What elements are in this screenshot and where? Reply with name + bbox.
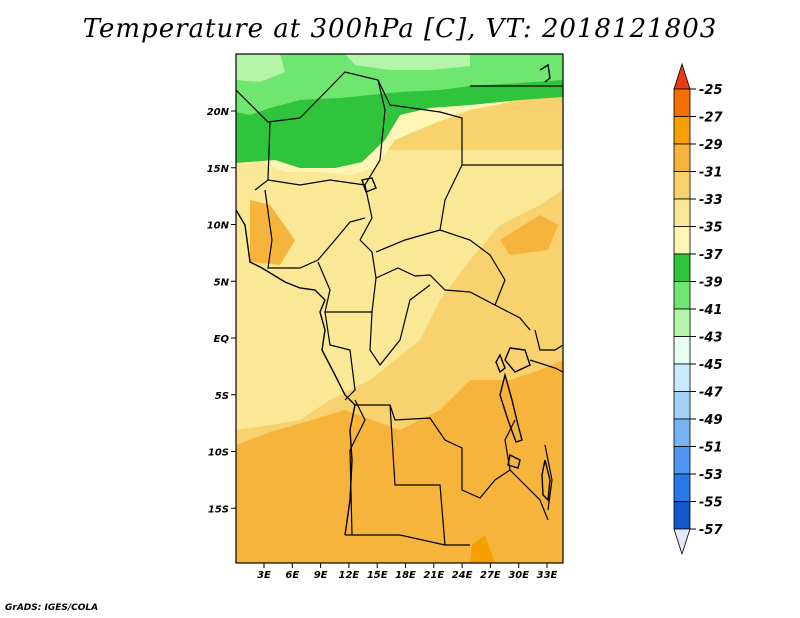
- colorbar: -25 -27 -29 -31 -33 -35 -37 -39 -41 -43 -45 -47 -49 -…: [673, 62, 723, 556]
- colorbar-box: [673, 308, 691, 337]
- border-cameroon: [317, 239, 377, 313]
- colorbar-box: [673, 336, 691, 365]
- credit-text: GrADS: IGES/COLA: [5, 603, 99, 613]
- colorbar-box: [673, 446, 691, 475]
- colorbar-box: [673, 363, 691, 392]
- colorbar-box: [673, 88, 691, 117]
- shade-patch-41-west: [236, 54, 285, 82]
- colorbar-box: [673, 418, 691, 447]
- colorbar-bottom-triangle: [673, 528, 691, 556]
- lon-tick-label: 15E: [367, 570, 388, 581]
- colorbar-label: -25: [699, 83, 723, 98]
- lon-tick-label: 27E: [480, 570, 501, 581]
- lat-tick-label: 15S: [208, 504, 229, 515]
- coastline: [236, 63, 551, 536]
- border-congo-drc: [369, 284, 431, 367]
- shade-band-33: [236, 150, 563, 430]
- lon-tick-label: 30E: [508, 570, 529, 581]
- temperature-field: [236, 54, 563, 563]
- border-uganda-kenya: [534, 329, 563, 351]
- lon-tick-label: 6E: [285, 570, 299, 581]
- lake-mweru: [507, 453, 521, 469]
- lat-tick-label: 15N: [207, 164, 230, 175]
- colorbar-label: -27: [699, 111, 723, 126]
- lat-tick-label: 10S: [208, 448, 229, 459]
- colorbar-box: [673, 171, 691, 200]
- colorbar-label: -43: [699, 331, 723, 346]
- lon-tick-label: 3E: [257, 570, 271, 581]
- border-tanzania: [529, 359, 563, 373]
- shade-patch-27: [470, 535, 495, 563]
- colorbar-label: -33: [699, 193, 723, 208]
- border-gabon-congo: [324, 311, 356, 401]
- border-libya-chad: [299, 71, 463, 231]
- lon-tick-label: 21E: [423, 570, 444, 581]
- lon-tick-label: 9E: [314, 570, 328, 581]
- shade-patch-29-east: [500, 215, 558, 255]
- longitude-axis: 3E 6E 9E 12E 15E 18E 21E 24E 27E 30E 33E: [257, 563, 558, 581]
- colorbar-label: -47: [699, 386, 723, 401]
- border-angola-namibia: [345, 534, 446, 546]
- colorbar-top-triangle: [673, 62, 691, 90]
- latitude-axis: 20N 15N 10N 5N EQ 5S 10S 15S: [207, 107, 236, 515]
- coast-west-africa: [236, 209, 356, 536]
- colorbar-label: -37: [699, 248, 723, 263]
- shade-patch-41-center: [345, 54, 470, 70]
- shade-patch-29-west: [250, 200, 295, 265]
- colorbar-label: -39: [699, 276, 723, 291]
- colorbar-label: -51: [699, 441, 723, 456]
- lon-tick-label: 24E: [452, 570, 473, 581]
- colorbar-label: -31: [699, 166, 723, 181]
- colorbar-box: [673, 253, 691, 282]
- colorbar-label: -55: [699, 496, 723, 511]
- lat-tick-label: 20N: [207, 107, 230, 118]
- colorbar-label: -49: [699, 413, 723, 428]
- colorbar-box: [673, 116, 691, 145]
- country-borders: [236, 71, 563, 546]
- colorbar-label: -53: [699, 468, 723, 483]
- lake-kivu: [495, 353, 506, 374]
- lon-tick-label: 12E: [339, 570, 360, 581]
- lake-malawi: [541, 459, 551, 502]
- colorbar-box: [673, 281, 691, 310]
- border-nigeria: [264, 189, 366, 269]
- lat-tick-label: EQ: [214, 334, 230, 345]
- colorbar-label: -57: [699, 523, 723, 538]
- lat-tick-label: 10N: [207, 221, 230, 232]
- colorbar-label: -29: [699, 138, 723, 153]
- colorbar-label: -41: [699, 303, 723, 318]
- lon-tick-label: 33E: [537, 570, 558, 581]
- lon-tick-label: 18E: [395, 570, 416, 581]
- border-zambia-mozambique: [509, 469, 549, 521]
- map-frame: [235, 53, 564, 564]
- border-niger-chad: [359, 79, 386, 241]
- colorbar-box: [673, 391, 691, 420]
- lat-tick-label: 5N: [214, 277, 230, 288]
- lat-tick-label: 5S: [215, 391, 229, 402]
- shade-band-29-south: [236, 360, 563, 563]
- lake-victoria: [504, 347, 531, 373]
- colorbar-label: -45: [699, 358, 723, 373]
- colorbar-box: [673, 501, 691, 530]
- lake-tanganyika: [499, 372, 523, 443]
- border-angola-zambia: [389, 404, 470, 546]
- border-malawi: [544, 444, 553, 511]
- colorbar-box: [673, 226, 691, 255]
- colorbar-box: [673, 473, 691, 502]
- border-south-sudan: [494, 304, 531, 331]
- colorbar-box: [673, 143, 691, 172]
- border-algeria-niger: [236, 89, 301, 123]
- colorbar-label: -35: [699, 221, 723, 236]
- colorbar-box: [673, 198, 691, 227]
- lake-chad: [361, 177, 377, 193]
- map-title: Temperature at 300hPa [C], VT: 201812180…: [82, 14, 718, 44]
- red-sea-coast: [539, 63, 551, 83]
- border-niger-south: [267, 179, 366, 186]
- shade-band-39: [236, 54, 563, 115]
